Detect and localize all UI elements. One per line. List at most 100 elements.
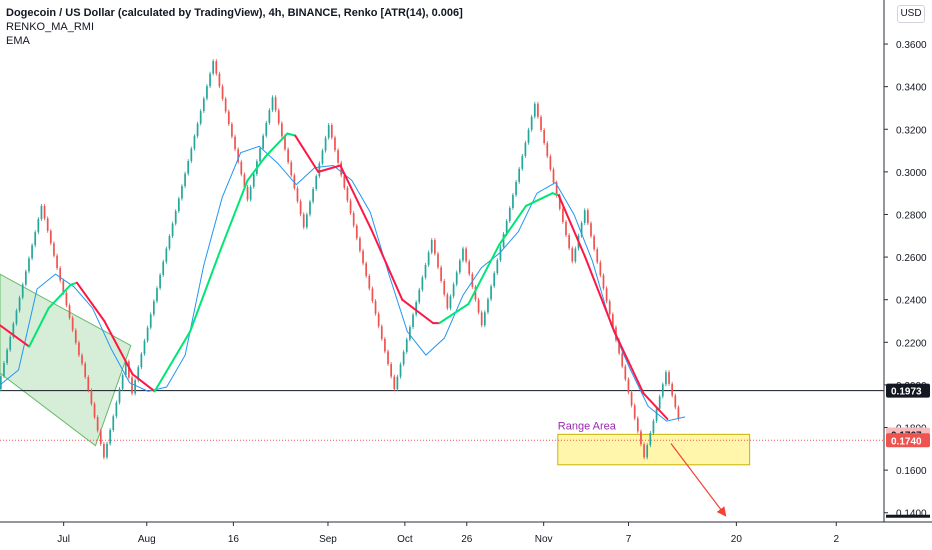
- renko-brick-up[interactable]: [496, 260, 499, 274]
- renko-brick-down[interactable]: [59, 268, 62, 281]
- indicator-renko-ma-rmi[interactable]: RENKO_MA_RMI: [6, 21, 95, 33]
- renko-brick-up[interactable]: [661, 384, 664, 397]
- renko-brick-down[interactable]: [46, 218, 49, 231]
- renko-brick-up[interactable]: [487, 299, 489, 313]
- renko-brick-up[interactable]: [405, 339, 408, 352]
- renko-brick-down[interactable]: [343, 175, 346, 188]
- renko-brick-up[interactable]: [252, 174, 255, 187]
- renko-brick-up[interactable]: [106, 443, 108, 458]
- renko-brick-up[interactable]: [527, 129, 530, 143]
- renko-brick-up[interactable]: [18, 297, 21, 311]
- renko-brick-up[interactable]: [583, 210, 586, 223]
- renko-brick-down[interactable]: [537, 103, 539, 117]
- renko-brick-down[interactable]: [84, 363, 87, 377]
- renko-brick-up[interactable]: [515, 181, 517, 195]
- renko-brick-down[interactable]: [568, 235, 570, 249]
- renko-brick-up[interactable]: [268, 110, 271, 123]
- renko-brick-up[interactable]: [418, 289, 421, 303]
- renko-brick-down[interactable]: [231, 124, 233, 137]
- renko-brick-down[interactable]: [131, 377, 133, 394]
- price-axis[interactable]: 0.3600 0.3400 0.3200 0.3000 0.2800 0.2600 0.24…: [883, 0, 932, 550]
- renko-brick-up[interactable]: [402, 351, 405, 365]
- renko-brick-down[interactable]: [627, 379, 630, 393]
- renko-brick-down[interactable]: [477, 299, 480, 313]
- renko-brick-down[interactable]: [237, 149, 240, 162]
- renko-brick-up[interactable]: [124, 361, 127, 376]
- renko-brick-up[interactable]: [649, 433, 652, 446]
- renko-brick-up[interactable]: [512, 194, 514, 208]
- renko-brick-down[interactable]: [384, 338, 386, 352]
- renko-brick-up[interactable]: [580, 223, 583, 236]
- renko-brick-up[interactable]: [115, 402, 118, 417]
- renko-brick-down[interactable]: [618, 340, 620, 354]
- renko-brick-down[interactable]: [624, 366, 627, 380]
- renko-brick-down[interactable]: [90, 390, 93, 404]
- renko-brick-up[interactable]: [518, 168, 521, 182]
- renko-brick-down[interactable]: [218, 73, 221, 87]
- renko-brick-down[interactable]: [62, 280, 65, 293]
- renko-brick-up[interactable]: [493, 273, 496, 287]
- renko-brick-down[interactable]: [302, 214, 305, 228]
- renko-brick-up[interactable]: [430, 240, 433, 253]
- renko-brick-up[interactable]: [118, 388, 121, 403]
- renko-brick-up[interactable]: [152, 301, 155, 315]
- renko-brick-up[interactable]: [21, 284, 24, 298]
- renko-brick-down[interactable]: [221, 86, 224, 99]
- renko-brick-up[interactable]: [530, 116, 533, 130]
- renko-brick-down[interactable]: [65, 292, 68, 306]
- renko-brick-up[interactable]: [483, 312, 486, 326]
- renko-brick-up[interactable]: [521, 155, 524, 169]
- renko-brick-up[interactable]: [3, 363, 5, 377]
- renko-brick-up[interactable]: [646, 445, 649, 458]
- renko-brick-down[interactable]: [562, 208, 564, 222]
- renko-brick-up[interactable]: [249, 186, 252, 200]
- renko-brick-down[interactable]: [446, 294, 449, 309]
- renko-brick-up[interactable]: [0, 376, 2, 390]
- renko-brick-up[interactable]: [524, 142, 527, 156]
- renko-brick-up[interactable]: [159, 274, 161, 289]
- renko-brick-down[interactable]: [96, 417, 99, 431]
- renko-brick-down[interactable]: [299, 201, 302, 215]
- renko-brick-down[interactable]: [71, 317, 74, 331]
- renko-brick-up[interactable]: [490, 286, 492, 300]
- renko-brick-down[interactable]: [611, 314, 614, 328]
- renko-brick-down[interactable]: [346, 187, 349, 201]
- renko-brick-down[interactable]: [590, 223, 592, 237]
- renko-brick-down[interactable]: [593, 236, 595, 250]
- renko-brick-down[interactable]: [587, 210, 589, 224]
- renko-brick-down[interactable]: [543, 129, 546, 144]
- renko-brick-up[interactable]: [165, 248, 168, 262]
- renko-brick-down[interactable]: [49, 230, 52, 244]
- renko-brick-up[interactable]: [665, 372, 667, 385]
- renko-brick-up[interactable]: [193, 136, 196, 149]
- projection-arrow[interactable]: [670, 443, 727, 517]
- renko-brick-down[interactable]: [434, 240, 436, 254]
- renko-brick-down[interactable]: [633, 405, 636, 419]
- renko-brick-up[interactable]: [190, 148, 193, 162]
- renko-brick-up[interactable]: [424, 264, 427, 278]
- renko-brick-up[interactable]: [415, 302, 417, 315]
- renko-brick-down[interactable]: [296, 188, 299, 202]
- renko-brick-down[interactable]: [443, 280, 446, 295]
- renko-brick-down[interactable]: [87, 377, 90, 391]
- renko-brick-down[interactable]: [390, 364, 393, 377]
- renko-brick-down[interactable]: [74, 330, 77, 343]
- renko-brick-up[interactable]: [396, 376, 399, 390]
- renko-brick-up[interactable]: [9, 336, 12, 350]
- renko-brick-down[interactable]: [540, 116, 542, 130]
- renko-brick-down[interactable]: [337, 150, 339, 163]
- renko-brick-down[interactable]: [334, 137, 336, 151]
- renko-brick-up[interactable]: [199, 111, 202, 124]
- renko-brick-down[interactable]: [284, 136, 286, 150]
- renko-brick-down[interactable]: [558, 195, 561, 209]
- currency-button[interactable]: USD: [897, 5, 925, 23]
- renko-brick-down[interactable]: [243, 174, 246, 187]
- renko-brick-down[interactable]: [674, 395, 677, 408]
- renko-brick-up[interactable]: [146, 327, 149, 341]
- renko-brick-up[interactable]: [209, 73, 211, 87]
- renko-brick-up[interactable]: [24, 271, 27, 285]
- renko-brick-up[interactable]: [508, 207, 511, 221]
- renko-brick-up[interactable]: [162, 261, 165, 275]
- renko-brick-up[interactable]: [505, 220, 508, 235]
